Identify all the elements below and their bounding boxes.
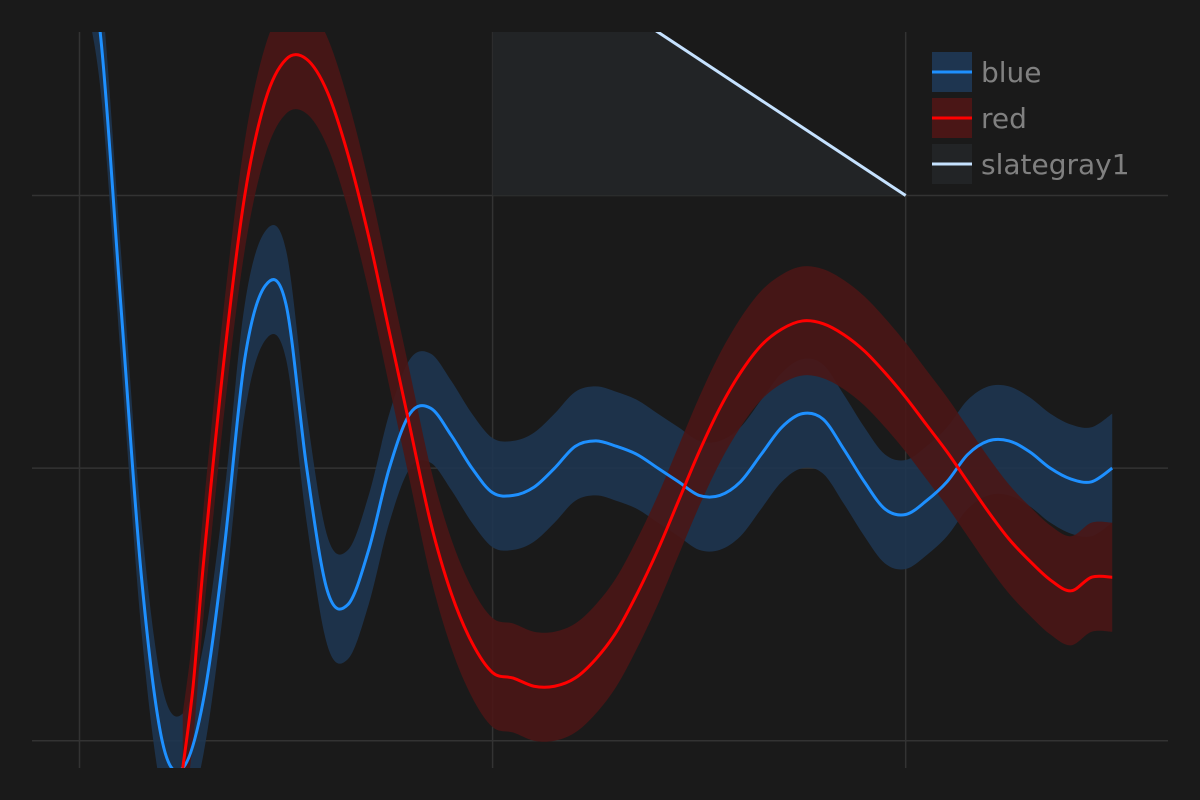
plot-area: [92, 32, 1114, 768]
line-blue: [98, 32, 1114, 768]
legend-label-slategray1: slategray1: [981, 148, 1130, 181]
band-red: [182, 32, 1113, 768]
fill-slategray1: [492, 32, 906, 196]
legend-entry-slategray1: slategray1: [932, 144, 1130, 184]
legend-entry-red: red: [932, 98, 1027, 138]
band-blue: [92, 32, 1113, 768]
legend-entry-blue: blue: [932, 52, 1042, 92]
legend-label-red: red: [981, 102, 1027, 135]
legend: blue red slategray1: [932, 52, 1130, 184]
line-red: [181, 53, 1113, 768]
lines: [98, 32, 1114, 768]
bands: [92, 32, 1113, 768]
legend-label-blue: blue: [981, 56, 1042, 89]
fills: [492, 32, 906, 196]
line-slategray1: [655, 32, 907, 197]
